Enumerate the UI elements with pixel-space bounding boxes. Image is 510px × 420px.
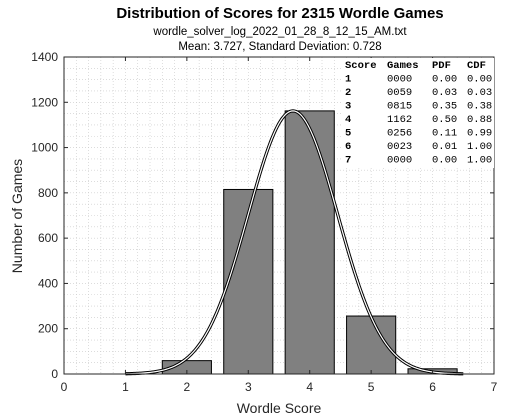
x-tick-label: 0 bbox=[61, 380, 68, 394]
stats-table-background bbox=[342, 58, 494, 168]
x-axis-label: Wordle Score bbox=[237, 400, 322, 416]
x-tick-label: 1 bbox=[122, 380, 129, 394]
table-header: Games bbox=[387, 60, 419, 72]
x-tick-label: 3 bbox=[245, 380, 252, 394]
bar-score-4 bbox=[284, 110, 335, 375]
table-header: CDF bbox=[467, 60, 486, 72]
table-cell: 0.00 bbox=[432, 74, 457, 86]
normal-curve-line bbox=[125, 110, 464, 375]
y-tick-label: 200 bbox=[38, 322, 58, 336]
x-tick-label: 7 bbox=[491, 380, 498, 394]
y-tick-label: 1000 bbox=[31, 141, 58, 155]
table-cell: 6 bbox=[345, 141, 351, 153]
table-cell: 0815 bbox=[387, 101, 412, 113]
y-tick-label: 1400 bbox=[31, 50, 58, 64]
y-axis-ticks: 0 200 400 600 800 1000 1200 1400 bbox=[31, 50, 494, 381]
table-cell: 0.03 bbox=[432, 87, 457, 99]
x-tick-label: 6 bbox=[429, 380, 436, 394]
chart-subtitle-file: wordle_solver_log_2022_01_28_8_12_15_AM.… bbox=[152, 26, 407, 38]
plot-frame bbox=[63, 56, 495, 375]
y-tick-label: 400 bbox=[38, 276, 58, 290]
y-tick-label: 0 bbox=[51, 367, 58, 381]
y-tick-label: 800 bbox=[38, 186, 58, 200]
table-cell: 0.00 bbox=[432, 155, 457, 167]
table-cell: 0.01 bbox=[432, 141, 457, 153]
table-cell: 5 bbox=[345, 128, 351, 140]
table-cell: 0256 bbox=[387, 128, 412, 140]
table-cell: 0.03 bbox=[467, 87, 492, 99]
x-tick-label: 4 bbox=[306, 380, 313, 394]
table-cell: 0.35 bbox=[432, 101, 457, 113]
table-header: Score bbox=[345, 60, 377, 72]
table-cell: 0023 bbox=[387, 141, 412, 153]
table-cell: 3 bbox=[345, 101, 351, 113]
bar-score-3 bbox=[223, 188, 274, 375]
table-cell: 1 bbox=[345, 74, 351, 86]
chart-title: Distribution of Scores for 2315 Wordle G… bbox=[116, 5, 443, 22]
table-cell: 0059 bbox=[387, 87, 412, 99]
x-tick-label: 5 bbox=[368, 380, 375, 394]
table-header: PDF bbox=[432, 60, 451, 72]
table-cell: 4 bbox=[345, 114, 351, 126]
table-cell: 2 bbox=[345, 87, 351, 99]
bars bbox=[161, 110, 458, 375]
table-cell: 0000 bbox=[387, 155, 412, 167]
chart-subtitle-stats: Mean: 3.727, Standard Deviation: 0.728 bbox=[178, 41, 381, 53]
y-axis-label: Number of Games bbox=[9, 159, 25, 273]
table-cell: 1.00 bbox=[467, 155, 492, 167]
table-cell: 1162 bbox=[387, 114, 412, 126]
table-cell: 0.88 bbox=[467, 114, 492, 126]
y-tick-label: 1200 bbox=[31, 95, 58, 109]
table-cell: 0000 bbox=[387, 74, 412, 86]
table-cell: 0.38 bbox=[467, 101, 492, 113]
table-cell: 7 bbox=[345, 155, 351, 167]
normal-curve bbox=[125, 109, 464, 376]
table-cell: 0.50 bbox=[432, 114, 457, 126]
x-tick-label: 2 bbox=[184, 380, 191, 394]
table-cell: 1.00 bbox=[467, 141, 492, 153]
table-cell: 0.11 bbox=[432, 128, 457, 140]
y-tick-label: 600 bbox=[38, 231, 58, 245]
table-cell: 0.99 bbox=[467, 128, 492, 140]
table-cell: 0.00 bbox=[467, 74, 492, 86]
